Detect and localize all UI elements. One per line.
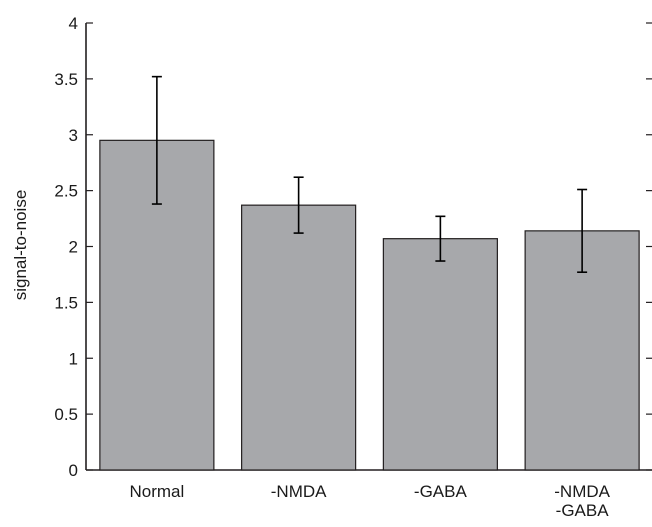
y-axis-title: signal-to-noise (11, 190, 30, 301)
x-tick-label: -GABA (414, 482, 468, 501)
error-bars (151, 75, 588, 274)
y-tick-label: 3 (69, 126, 78, 145)
x-tick-label: -GABA (556, 501, 610, 520)
bars (99, 139, 640, 471)
y-tick-label: 4 (69, 14, 78, 33)
y-tick-label: 3.5 (54, 70, 78, 89)
y-tick-label: 0.5 (54, 405, 78, 424)
x-tick-label: -NMDA (554, 482, 610, 501)
y-tick-label: 1.5 (54, 293, 78, 312)
x-tick-label: Normal (129, 482, 184, 501)
y-tick-label: 2.5 (54, 182, 78, 201)
x-tick-label: -NMDA (271, 482, 327, 501)
y-tick-label: 1 (69, 349, 78, 368)
bar (241, 204, 357, 471)
bar (382, 238, 498, 471)
y-tick-label: 0 (69, 461, 78, 480)
y-tick-label: 2 (69, 238, 78, 257)
